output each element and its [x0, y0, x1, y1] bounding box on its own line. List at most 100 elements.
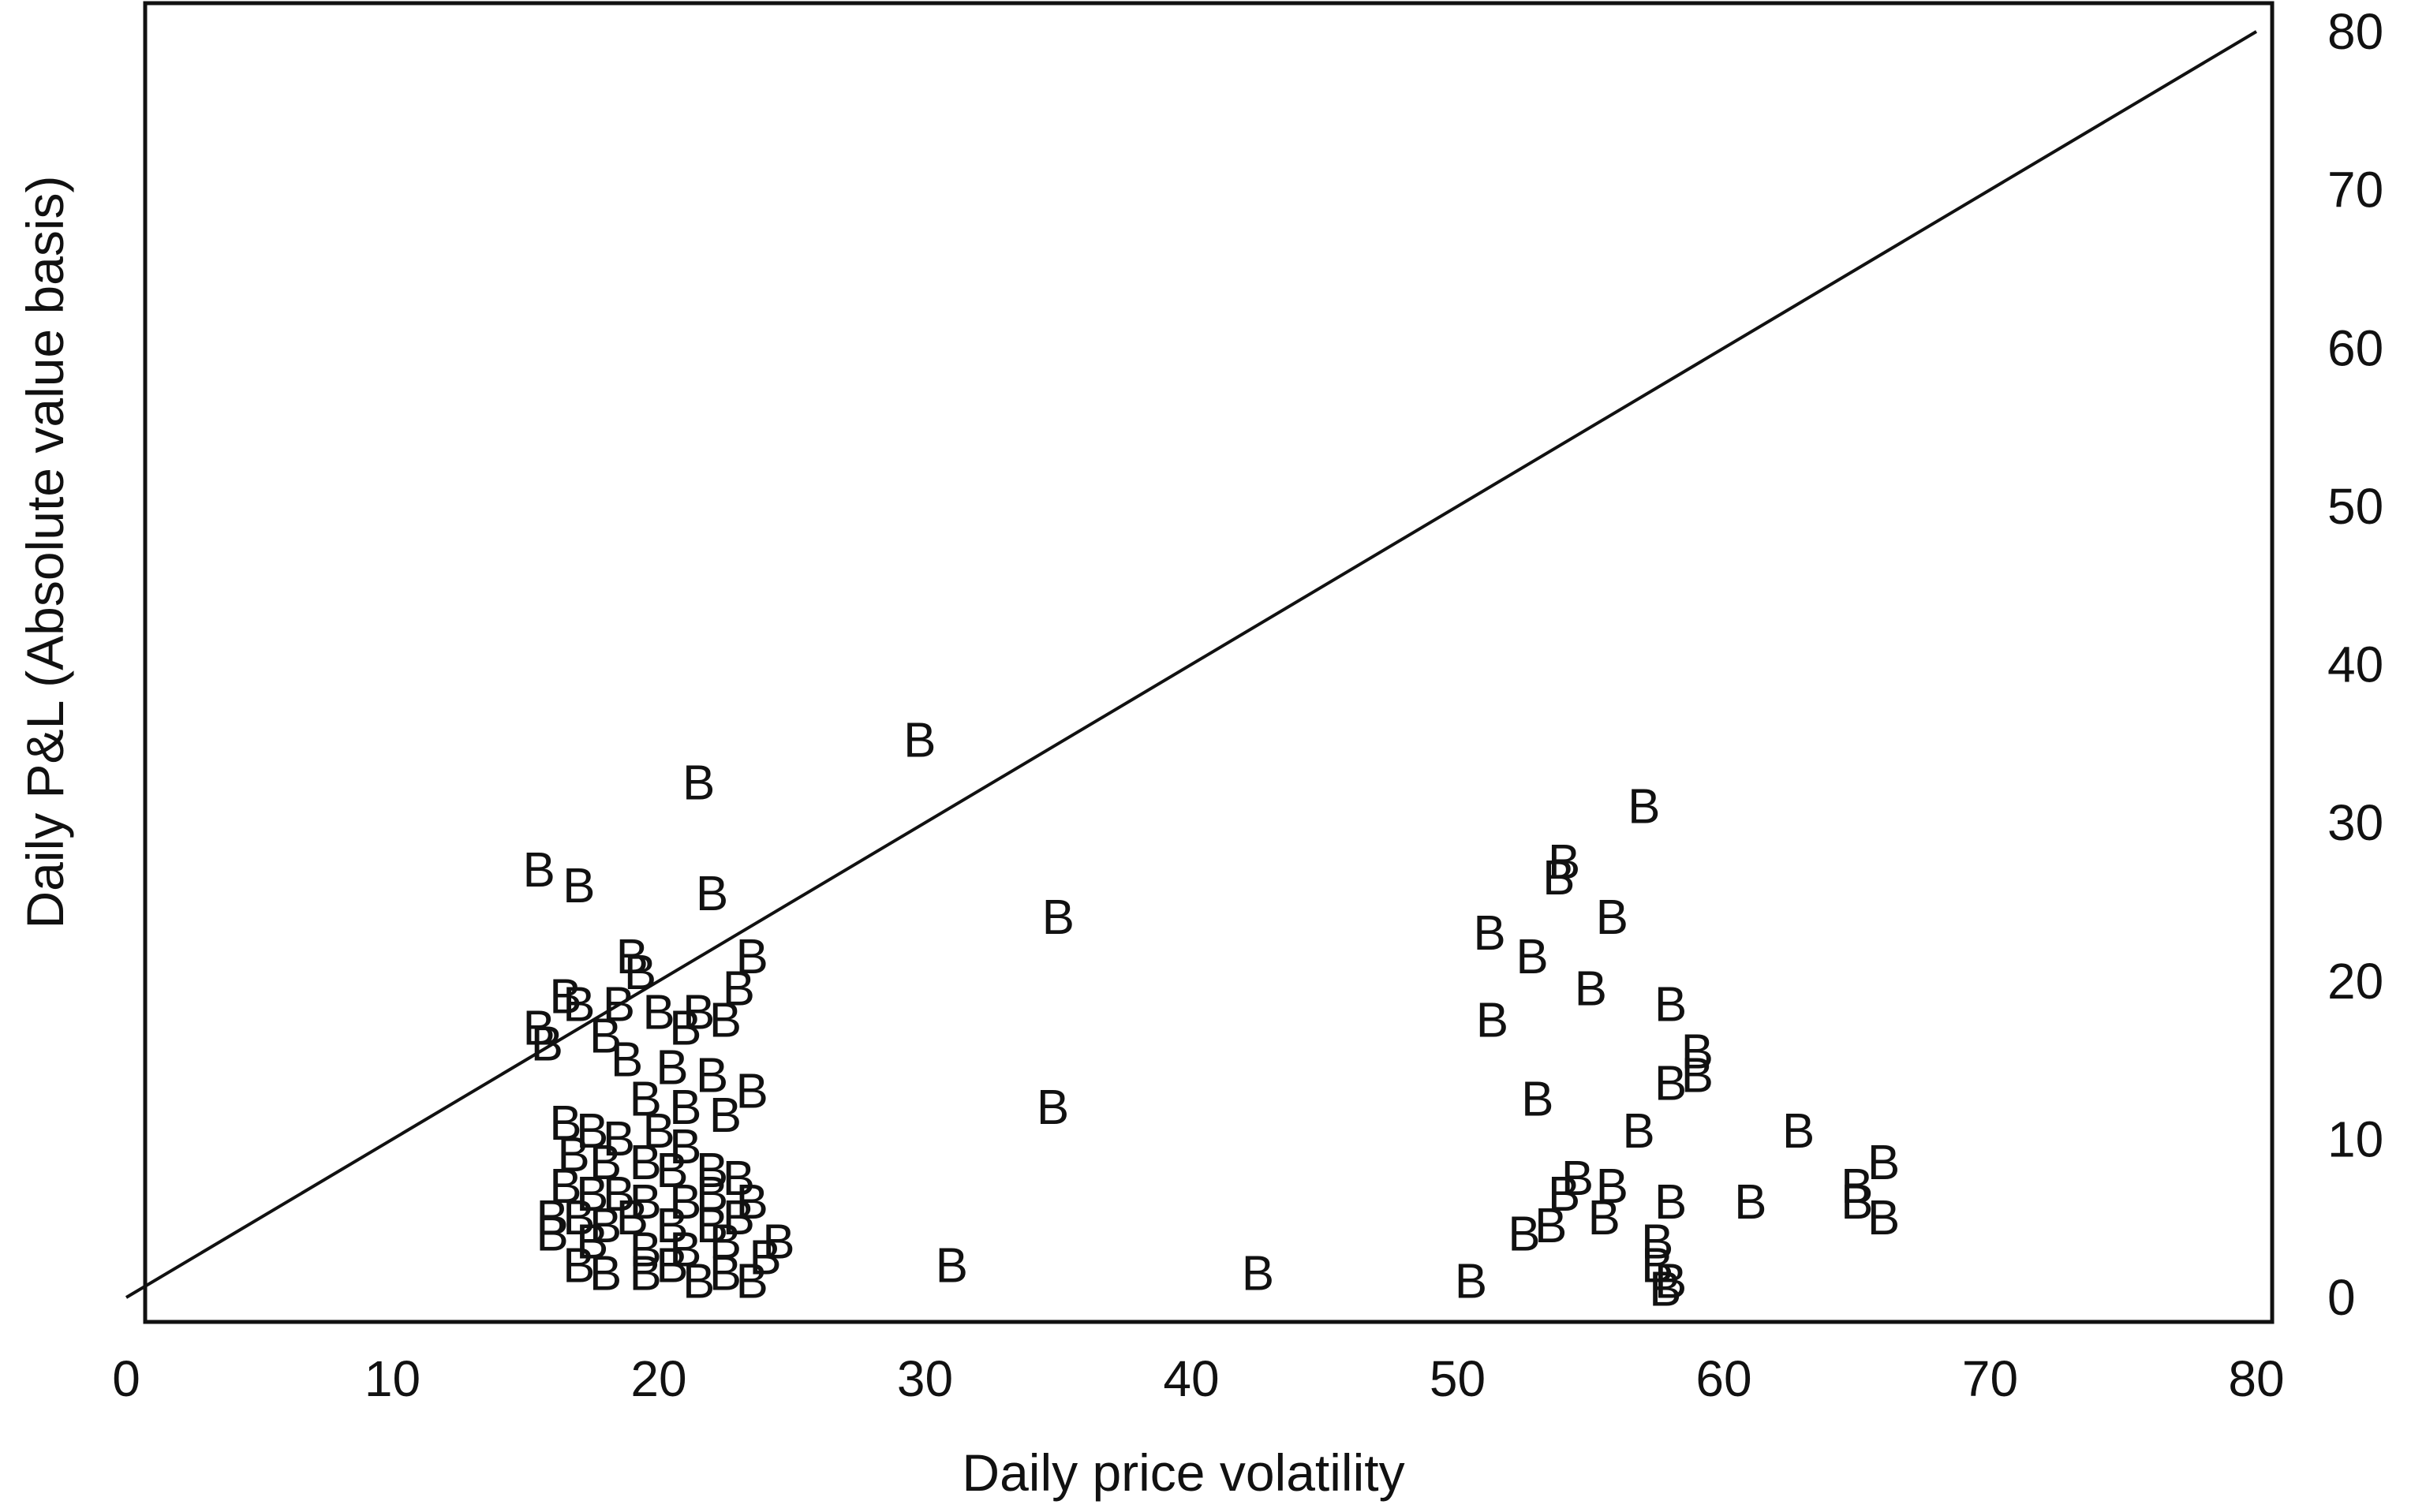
x-tick-label: 20: [630, 1350, 686, 1407]
y-tick-label: 30: [2327, 794, 2383, 851]
data-point-marker: B: [1649, 1262, 1681, 1316]
data-point-marker: B: [1516, 930, 1548, 984]
data-point-marker: B: [563, 1191, 595, 1245]
data-point-marker: B: [656, 1041, 688, 1096]
y-tick-label: 20: [2327, 953, 2383, 1010]
data-point-marker: B: [682, 985, 715, 1040]
data-point-marker: B: [1867, 1136, 1900, 1190]
data-point-marker: B: [576, 1167, 608, 1222]
data-point-marker: B: [629, 1246, 661, 1301]
data-point-marker: B: [1534, 1199, 1567, 1253]
data-point-marker: B: [589, 1199, 622, 1253]
data-point-marker: B: [1042, 890, 1075, 945]
data-point-marker: B: [723, 961, 755, 1016]
data-point-marker: B: [1628, 780, 1660, 834]
x-axis-ticks: 0 10 20 30 40 50 60 70 80: [112, 1350, 2284, 1407]
data-point-marker: B: [709, 1088, 742, 1143]
data-point-marker: B: [1575, 961, 1607, 1016]
data-point-marker: B: [576, 1215, 608, 1269]
data-point-marker: B: [1542, 851, 1575, 905]
data-point-marker: B: [1473, 906, 1505, 961]
x-tick-label: 50: [1430, 1350, 1486, 1407]
data-point-marker: B: [696, 1144, 728, 1198]
data-point-marker: B: [1037, 1081, 1069, 1135]
data-point-marker: B: [563, 859, 595, 913]
data-point-marker: B: [642, 985, 675, 1040]
data-point-marker: B: [656, 1238, 688, 1293]
data-point-marker: B: [563, 1238, 595, 1293]
y-axis-ticks: 0 10 20 30 40 50 60 70 80: [2327, 3, 2383, 1326]
data-point-marker: B: [709, 1246, 742, 1301]
data-point-marker: B: [669, 1175, 701, 1230]
data-point-marker: B: [1841, 1159, 1873, 1214]
x-tick-label: 30: [897, 1350, 953, 1407]
data-point-marker: B: [723, 1152, 755, 1206]
data-point-marker: B: [1681, 1025, 1714, 1080]
data-point-marker: B: [522, 1001, 555, 1055]
data-point-marker: B: [709, 1215, 742, 1269]
y-axis-title: Daily P&L (Absolute value basis): [16, 175, 74, 928]
data-point-marker: B: [629, 1223, 661, 1277]
data-point-marker: B: [1654, 977, 1687, 1032]
data-point-marker: B: [936, 1238, 968, 1293]
data-point-marker: B: [1734, 1175, 1766, 1230]
x-tick-label: 40: [1163, 1350, 1219, 1407]
data-point-marker: B: [1867, 1191, 1900, 1245]
y-tick-label: 80: [2327, 3, 2383, 60]
data-point-marker: B: [1841, 1175, 1873, 1230]
data-point-marker: B: [1548, 1167, 1580, 1222]
x-tick-label: 10: [364, 1350, 421, 1407]
data-point-marker: B: [1596, 890, 1628, 945]
data-point-marker: B: [1521, 1073, 1553, 1127]
data-point-marker: B: [1654, 1254, 1687, 1309]
data-point-marker: B: [616, 1191, 649, 1245]
data-point-marker: B: [629, 1175, 661, 1230]
data-point-marker: B: [735, 1065, 768, 1119]
x-tick-label: 70: [1962, 1350, 2018, 1407]
data-point-marker: B: [903, 713, 936, 767]
data-point-marker: B: [1782, 1104, 1815, 1159]
data-point-marker: B: [611, 1033, 643, 1088]
data-point-marker: B: [1455, 1254, 1487, 1309]
data-point-marker: B: [1561, 1152, 1594, 1206]
data-point-marker: B: [536, 1191, 568, 1245]
data-point-marker: B: [696, 1167, 728, 1222]
data-point-marker: B: [549, 969, 581, 1024]
data-point-marker: B: [1587, 1191, 1620, 1245]
data-point-marker: B: [624, 946, 656, 1000]
data-point-marker: B: [549, 1159, 581, 1214]
data-point-marker: B: [682, 756, 715, 810]
data-point-marker: B: [1641, 1238, 1673, 1293]
data-point-marker: B: [549, 1096, 581, 1151]
data-point-marker: B: [709, 993, 742, 1047]
data-point-marker: B: [749, 1230, 781, 1285]
data-point-marker: B: [536, 1207, 568, 1261]
data-point-marker: B: [603, 1112, 635, 1167]
x-tick-label: 0: [112, 1350, 140, 1407]
data-point-marker: B: [669, 1120, 701, 1174]
data-point-marker: B: [735, 1175, 768, 1230]
data-point-marker: B: [1654, 1175, 1687, 1230]
data-point-marker: B: [696, 1049, 728, 1103]
x-axis-title: Daily price volatility: [962, 1443, 1404, 1502]
data-point-marker: B: [696, 1199, 728, 1253]
data-point-marker: B: [762, 1215, 794, 1269]
y-tick-label: 10: [2327, 1111, 2383, 1167]
data-point-marker: B: [531, 1017, 563, 1072]
data-point-marker: B: [522, 843, 555, 898]
data-point-marker: B: [1508, 1207, 1540, 1261]
data-point-marker: B: [669, 1223, 701, 1277]
data-point-marker: B: [723, 1191, 755, 1245]
data-point-marker: B: [669, 1081, 701, 1135]
reference-line: [125, 30, 2258, 1299]
plot-frame: [143, 1, 2275, 1324]
data-point-marker: B: [1681, 1049, 1714, 1103]
data-point-marker: B: [563, 977, 595, 1032]
data-point-marker: B: [629, 1073, 661, 1127]
x-tick-label: 60: [1695, 1350, 1751, 1407]
data-point-marker: B: [1242, 1246, 1274, 1301]
data-point-marker: B: [669, 1001, 701, 1055]
data-point-marker: B: [735, 930, 768, 984]
